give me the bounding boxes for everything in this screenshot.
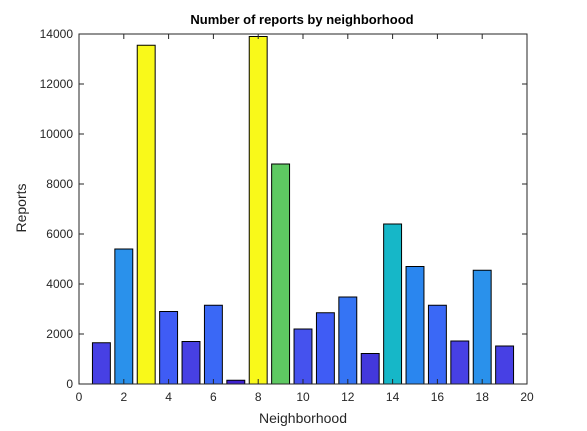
y-tick-label: 12000 bbox=[40, 77, 74, 91]
bar-7 bbox=[226, 379, 246, 385]
y-tick-label: 8000 bbox=[46, 177, 73, 191]
y-axis: 0 2000 4000 6000 8000 10000 12000 14000 bbox=[40, 27, 527, 391]
x-tick-label: 10 bbox=[296, 390, 310, 404]
x-tick-label: 6 bbox=[210, 390, 217, 404]
chart-title: Number of reports by neighborhood bbox=[190, 12, 413, 27]
bar-14 bbox=[383, 223, 403, 385]
bars-group bbox=[91, 36, 515, 385]
bar-8 bbox=[248, 36, 268, 385]
bar-15 bbox=[405, 266, 425, 385]
y-tick-label: 4000 bbox=[46, 277, 73, 291]
y-tick-label: 10000 bbox=[40, 127, 74, 141]
y-tick-label: 6000 bbox=[46, 227, 73, 241]
y-axis-label: Reports bbox=[13, 183, 29, 232]
bar-16 bbox=[427, 304, 447, 385]
x-tick-label: 14 bbox=[386, 390, 400, 404]
bar-6 bbox=[203, 304, 223, 385]
x-tick-label: 0 bbox=[76, 390, 83, 404]
bar-18 bbox=[472, 269, 492, 385]
x-tick-label: 8 bbox=[255, 390, 262, 404]
x-tick-label: 12 bbox=[341, 390, 355, 404]
bar-17 bbox=[450, 340, 470, 385]
bar-19 bbox=[495, 345, 515, 385]
x-axis: 0 2 4 6 8 10 12 14 16 18 20 bbox=[76, 34, 534, 404]
x-axis-label: Neighborhood bbox=[259, 410, 347, 426]
y-tick-label: 2000 bbox=[46, 327, 73, 341]
x-tick-label: 18 bbox=[476, 390, 490, 404]
bar-3 bbox=[136, 44, 156, 385]
bar-5 bbox=[181, 341, 201, 385]
y-tick-label: 0 bbox=[66, 377, 73, 391]
bar-2 bbox=[114, 248, 134, 385]
x-tick-label: 2 bbox=[120, 390, 127, 404]
bar-12 bbox=[338, 296, 358, 385]
bar-13 bbox=[360, 353, 380, 385]
bar-9 bbox=[271, 163, 291, 385]
y-tick-label: 14000 bbox=[40, 27, 74, 41]
x-tick-label: 20 bbox=[520, 390, 534, 404]
bar-10 bbox=[293, 328, 313, 385]
x-tick-label: 16 bbox=[431, 390, 445, 404]
x-tick-label: 4 bbox=[165, 390, 172, 404]
bar-11 bbox=[315, 312, 335, 385]
bar-1 bbox=[91, 342, 111, 385]
bar-4 bbox=[159, 311, 179, 385]
